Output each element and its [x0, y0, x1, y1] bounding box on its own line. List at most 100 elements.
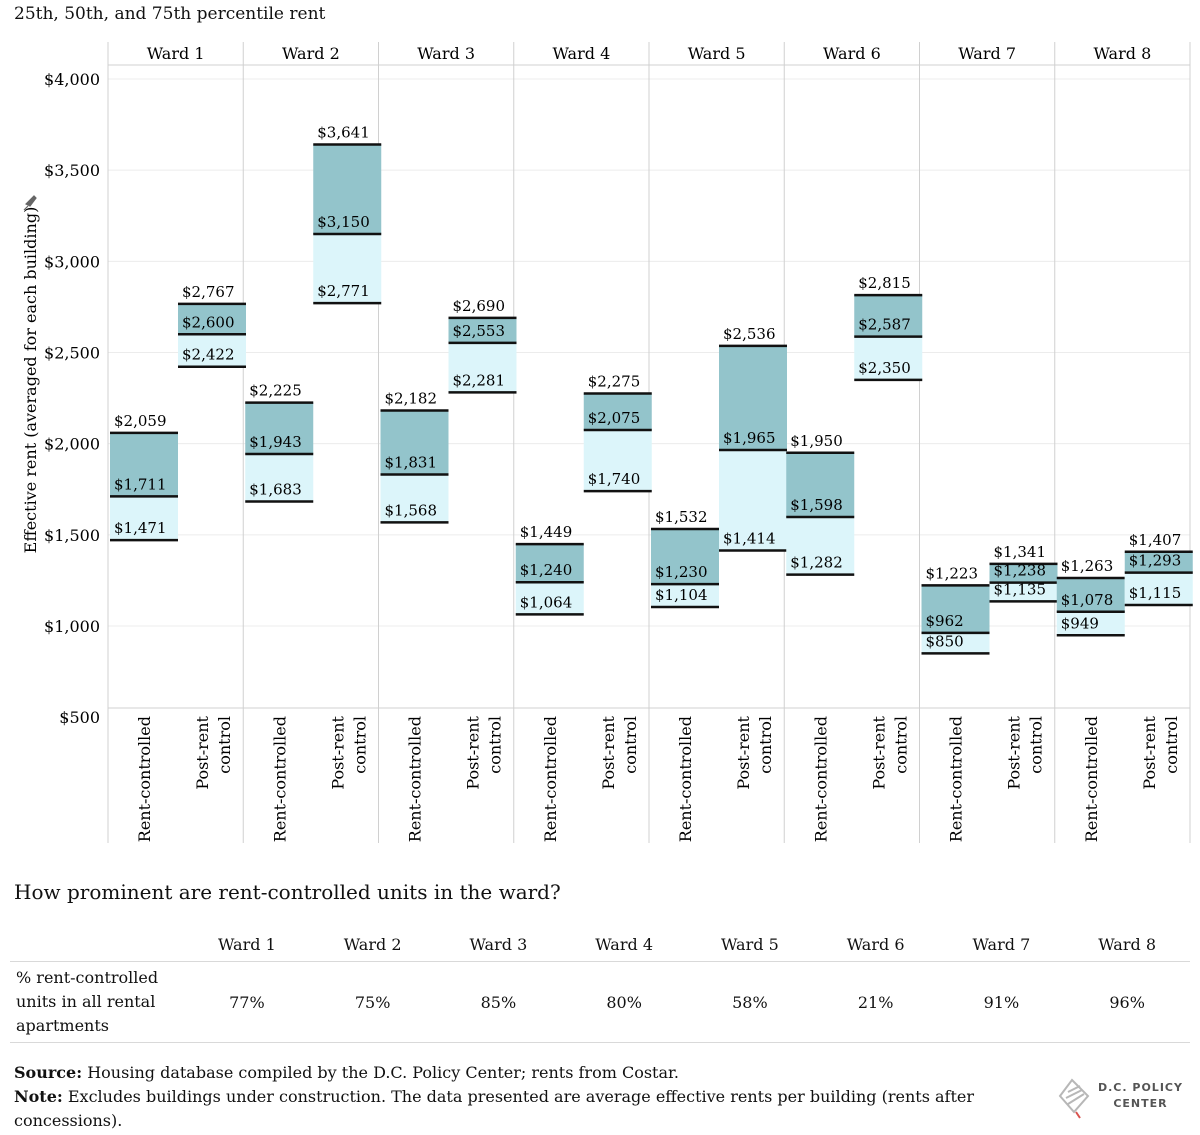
p25-label: $2,350	[858, 359, 911, 377]
p50-label: $3,150	[317, 213, 370, 231]
p75-label: $1,532	[655, 508, 708, 526]
category-label: Post-rent control	[328, 715, 369, 789]
p50-label: $2,075	[588, 409, 641, 427]
category-label: Post-rent control	[1005, 715, 1046, 789]
p75-label: $1,341	[994, 543, 1047, 561]
upper-band	[786, 452, 855, 517]
category-label: Rent-controlled	[270, 716, 289, 842]
y-tick-label: $1,000	[44, 617, 100, 636]
upper-band	[110, 432, 178, 497]
table-header-ward-4: Ward 4	[561, 928, 687, 962]
upper-band	[719, 345, 787, 451]
category-label-line: control	[756, 716, 775, 774]
p50-label: $1,238	[994, 562, 1047, 580]
lower-band	[110, 496, 178, 541]
p25-label: $850	[926, 632, 964, 650]
category-label-line: Post-rent	[1005, 715, 1024, 789]
table-corner	[10, 928, 184, 962]
category-label: Post-rent control	[734, 715, 775, 789]
p75-label: $1,407	[1129, 531, 1182, 549]
table-header-row: Ward 1 Ward 2 Ward 3 Ward 4 Ward 5 Ward …	[10, 928, 1190, 962]
p25-label: $2,281	[453, 371, 506, 389]
category-label-line: Post-rent	[869, 715, 888, 789]
ward-header: Ward 1	[147, 44, 205, 63]
y-axis-label: Effective rent (averaged for each buildi…	[21, 207, 40, 554]
upper-band	[921, 585, 990, 633]
lower-band	[245, 454, 314, 502]
lower-band	[583, 429, 652, 492]
lower-band	[178, 334, 246, 367]
table-header-ward-5: Ward 5	[687, 928, 813, 962]
upper-band	[245, 402, 314, 455]
ward-header: Ward 5	[688, 44, 746, 63]
y-tick-label: $2,000	[44, 435, 100, 454]
category-label: Rent-controlled	[1082, 716, 1101, 842]
lower-band	[1056, 611, 1125, 636]
source-text: Housing database compiled by the D.C. Po…	[87, 1063, 679, 1082]
p75-label: $2,275	[588, 373, 641, 391]
lower-band	[786, 516, 855, 575]
p75-label: $2,767	[182, 283, 235, 301]
upper-band	[178, 303, 246, 335]
category-label-line: Post-rent	[193, 715, 212, 789]
table-header-ward-7: Ward 7	[938, 928, 1065, 962]
lower-band	[313, 233, 382, 304]
p75-label: $2,059	[114, 412, 167, 430]
source-label: Source:	[14, 1063, 83, 1082]
upper-band	[583, 393, 652, 430]
category-label: Rent-controlled	[135, 716, 154, 842]
p75-label: $2,815	[858, 274, 911, 292]
category-label: Post-rent control	[193, 715, 234, 789]
p25-label: $1,064	[520, 593, 573, 611]
p50-label: $962	[926, 612, 964, 630]
y-tick-label: $500	[59, 708, 100, 727]
ward-header: Ward 6	[823, 44, 881, 63]
p25-label: $1,414	[723, 530, 776, 548]
table-cell-ward-5: 58%	[687, 961, 813, 1043]
p75-label: $2,182	[385, 389, 438, 407]
lower-band	[380, 474, 449, 523]
category-label: Post-rent control	[869, 715, 910, 789]
p75-label: $1,263	[1061, 557, 1114, 575]
category-label-line: Post-rent	[599, 715, 618, 789]
ward-header: Ward 3	[417, 44, 475, 63]
lower-band	[651, 584, 719, 608]
p25-label: $1,115	[1129, 584, 1182, 602]
p25-label: $1,282	[790, 554, 843, 572]
note-text: Excludes buildings under construction. T…	[14, 1087, 974, 1130]
upper-band	[989, 563, 1058, 583]
logo-line-1: D.C. POLICY	[1098, 1081, 1183, 1094]
logo-line-2: CENTER	[1113, 1097, 1168, 1110]
y-tick-label: $3,000	[44, 252, 100, 271]
table-row-label: % rent-controlled units in all rental ap…	[10, 961, 184, 1043]
chart-title: 25th, 50th, and 75th percentile rent	[14, 4, 326, 24]
category-label-line: Post-rent	[734, 715, 753, 789]
p75-label: $1,223	[926, 564, 979, 582]
table-cell-ward-4: 80%	[561, 961, 687, 1043]
p50-label: $1,598	[790, 496, 843, 514]
category-label: Rent-controlled	[676, 716, 695, 842]
rent-percentile-chart: $500 $1,000 $1,500 $2,000 $2,500 $3,000 $3,500…	[21, 42, 1193, 843]
upper-band	[651, 528, 719, 585]
p25-label: $1,683	[249, 480, 302, 498]
note-line: Note: Excludes buildings under construct…	[14, 1085, 974, 1133]
table-header-ward-8: Ward 8	[1064, 928, 1190, 962]
category-label: Post-rent control	[464, 715, 505, 789]
lower-band	[448, 342, 517, 393]
category-label-line: Post-rent	[328, 715, 347, 789]
table-cell-ward-2: 75%	[309, 961, 436, 1043]
p50-label: $1,943	[249, 433, 302, 451]
table-cell-ward-1: 77%	[184, 961, 310, 1043]
y-tick-label: $4,000	[44, 70, 100, 89]
p25-label: $2,771	[317, 282, 370, 300]
table-cell-ward-3: 85%	[435, 961, 562, 1043]
lower-band	[921, 632, 990, 654]
p50-label: $1,965	[723, 429, 776, 447]
table-header-ward-1: Ward 1	[184, 928, 310, 962]
category-label-line: Post-rent	[464, 715, 483, 789]
upper-band	[1056, 578, 1125, 612]
ward-header: Ward 7	[958, 44, 1016, 63]
rent-control-share-table: Ward 1 Ward 2 Ward 3 Ward 4 Ward 5 Ward …	[10, 928, 1190, 1043]
category-label: Rent-controlled	[406, 716, 425, 842]
lower-band	[854, 336, 923, 380]
